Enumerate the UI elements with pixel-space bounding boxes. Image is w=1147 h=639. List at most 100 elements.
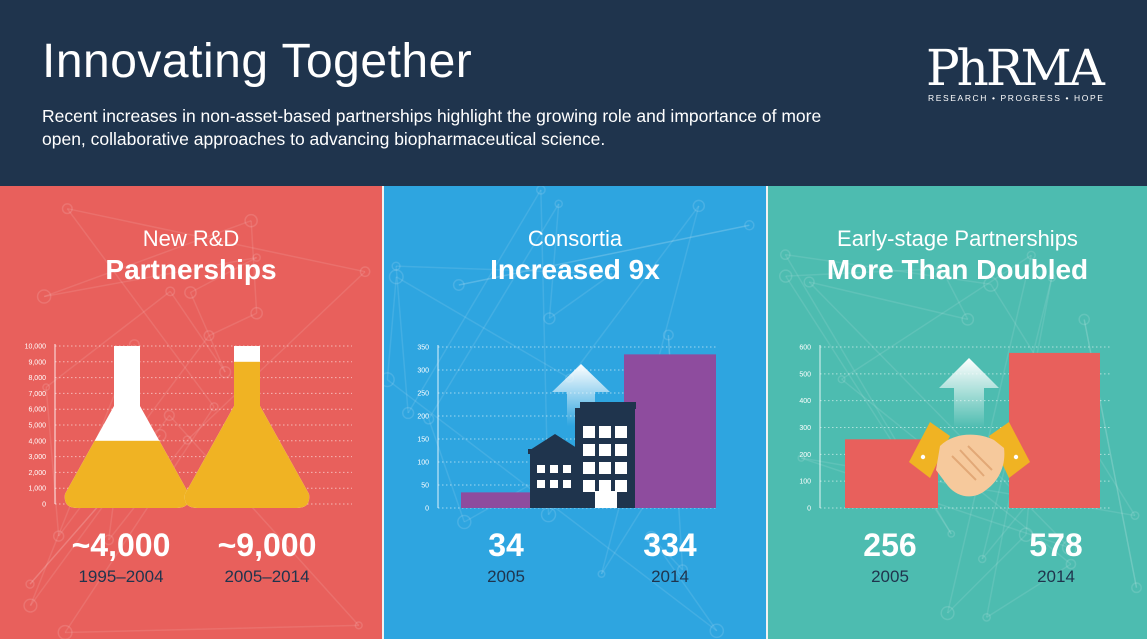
network-node — [163, 409, 175, 422]
window — [537, 465, 545, 473]
network-node — [52, 530, 65, 542]
flask-fill-bar — [64, 440, 190, 508]
network-node — [554, 199, 564, 209]
stat-value: ~4,000 — [71, 527, 171, 563]
building-roof — [528, 449, 582, 454]
y-tick-label: 2,000 — [28, 470, 46, 477]
y-tick-label: 5,000 — [28, 423, 46, 430]
network-node — [25, 579, 35, 589]
panel-new-rd-partnerships: New R&D Partnerships 0 1,000 2,000 3,000 4,0… — [0, 186, 382, 639]
network-line — [45, 387, 60, 537]
network-line — [946, 255, 1033, 614]
network-node — [42, 383, 51, 392]
network-node — [803, 276, 815, 288]
y-tick-label: 250 — [417, 391, 429, 398]
y-tick-label: 200 — [417, 414, 429, 421]
network-node — [947, 529, 956, 538]
y-tick-label: 200 — [799, 452, 811, 459]
chart-early-stage-partnerships: 0 100 200 300 400 500 600 — [799, 345, 1110, 513]
y-tick-label: 300 — [799, 425, 811, 432]
network-node — [252, 253, 261, 262]
flask-fill-bar — [184, 361, 310, 508]
up-arrow-icon — [939, 358, 999, 428]
y-tick-label: 0 — [42, 502, 46, 509]
y-tick-label: 7,000 — [28, 391, 46, 398]
network-node — [388, 269, 404, 285]
network-line — [64, 406, 215, 633]
chart-consortia: 0 50 100 150 200 250 300 350 — [417, 345, 716, 513]
bar — [1009, 352, 1100, 508]
cuff-left — [909, 422, 950, 478]
panel-heading: Early-stage Partnerships — [837, 226, 1078, 251]
y-tick-label: 400 — [799, 398, 811, 405]
panel-early-stage-partnerships: Early-stage Partnerships More Than Doubl… — [768, 186, 1147, 639]
network-line — [986, 563, 1072, 618]
network-node — [1018, 527, 1034, 542]
network-node — [778, 269, 793, 283]
network-node — [1065, 558, 1077, 570]
network-node — [61, 203, 73, 215]
network-line — [65, 624, 359, 634]
network-node — [1026, 250, 1036, 260]
network-node — [709, 623, 725, 639]
bar — [624, 354, 716, 508]
stat-value: 34 — [488, 527, 524, 563]
network-line — [43, 256, 257, 298]
building-roof — [580, 402, 636, 409]
network-line — [396, 265, 612, 275]
stat-label: 2014 — [651, 567, 689, 586]
y-tick-label: 4,000 — [28, 438, 46, 445]
window — [583, 426, 595, 438]
network-line — [407, 189, 542, 414]
network-line — [428, 203, 560, 420]
hands — [936, 434, 1005, 497]
panel-heading-bold: Increased 9x — [490, 254, 660, 285]
network-line — [940, 268, 969, 320]
y-tick-label: 150 — [417, 437, 429, 444]
stat-value: 578 — [1029, 527, 1083, 563]
stat-label: 1995–2004 — [78, 567, 164, 586]
window — [599, 444, 611, 456]
network-node — [391, 261, 401, 271]
y-tick-label: 1,000 — [28, 486, 46, 493]
network-line — [808, 281, 968, 321]
network-line — [650, 536, 684, 571]
network-line — [208, 312, 257, 337]
logo-tagline: RESEARCH • PROGRESS • HOPE — [928, 93, 1105, 103]
panel-heading: Consortia — [527, 226, 623, 251]
network-line — [190, 256, 258, 294]
y-tick-label: 9,000 — [28, 359, 46, 366]
network-node — [103, 534, 115, 546]
network-node — [961, 312, 975, 326]
up-arrow-icon — [552, 364, 610, 426]
network-line — [169, 290, 226, 373]
stat-value: ~9,000 — [217, 527, 317, 563]
panel-consortia: Consortia Increased 9x 0 50 100 150 200 250 30… — [384, 186, 766, 639]
network-node — [165, 286, 176, 297]
network-node — [1131, 582, 1142, 594]
network-line — [395, 276, 570, 379]
page-subtitle: Recent increases in non-asset-based part… — [42, 106, 822, 149]
network-node — [644, 530, 658, 543]
network-node — [662, 329, 674, 341]
network-line — [428, 418, 466, 523]
window — [563, 465, 571, 473]
network-line — [841, 254, 1032, 380]
network-node — [1130, 511, 1140, 521]
network-line — [549, 273, 613, 320]
network-node — [457, 514, 472, 530]
network-node — [36, 289, 52, 304]
network-node — [677, 564, 689, 576]
y-tick-label: 100 — [799, 479, 811, 486]
network-node — [359, 266, 371, 278]
network-line — [43, 219, 252, 298]
network-node — [597, 569, 606, 579]
y-tick-label: 300 — [417, 368, 429, 375]
network-line — [568, 205, 700, 379]
network-line — [189, 292, 226, 373]
network-node — [977, 554, 987, 564]
window — [550, 465, 558, 473]
bar — [461, 492, 531, 508]
window — [537, 480, 545, 488]
network-line — [650, 536, 718, 632]
